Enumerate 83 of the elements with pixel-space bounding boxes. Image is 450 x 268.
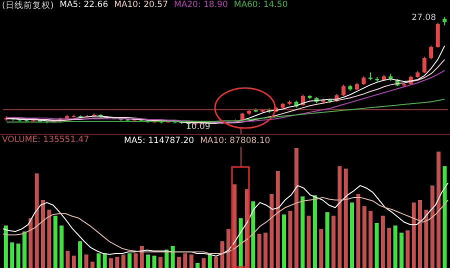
- bar: [78, 241, 82, 268]
- bar: [183, 253, 188, 268]
- candlestick: [341, 84, 346, 96]
- annotation: 27.08: [412, 13, 436, 23]
- bar: [270, 194, 274, 268]
- bar: [158, 256, 162, 268]
- bar: [84, 254, 88, 268]
- bar: [331, 216, 336, 268]
- text: VOLUME: 135551.47: [2, 135, 90, 147]
- bar: [380, 216, 385, 268]
- bar: [10, 242, 14, 268]
- bar: [16, 244, 20, 268]
- bar: [108, 258, 113, 268]
- text: MA10: 87808.10: [200, 136, 270, 148]
- text: MA10: 20.57: [114, 0, 168, 12]
- bar: [170, 246, 175, 268]
- bar: [121, 254, 126, 268]
- bar: [189, 254, 194, 268]
- bar: [362, 206, 366, 268]
- candlestick: [436, 22, 440, 48]
- bar: [134, 253, 138, 268]
- bar: [436, 152, 441, 268]
- bar: [338, 166, 342, 268]
- bar: [442, 166, 447, 268]
- bar: [22, 231, 26, 268]
- text: MA60: 14.50: [234, 0, 288, 12]
- bar: [312, 195, 317, 268]
- bar: [356, 194, 360, 268]
- bar: [393, 225, 398, 268]
- bar: [325, 212, 330, 268]
- bar: [152, 256, 156, 268]
- bar: [115, 256, 120, 268]
- bar: [344, 168, 348, 268]
- bar: [4, 225, 8, 268]
- bar: [53, 216, 58, 268]
- text: MA20: 18.90: [174, 0, 228, 12]
- chart-title: (日线前复权): [2, 0, 54, 13]
- bar: [257, 234, 262, 268]
- text: MA5: 114787.20: [124, 136, 194, 148]
- bar: [276, 170, 280, 268]
- bar: [90, 262, 94, 268]
- candlestick: [422, 56, 426, 74]
- bar: [306, 216, 311, 268]
- bar: [28, 218, 33, 268]
- bar: [399, 232, 404, 268]
- bar: [264, 232, 268, 268]
- bar: [214, 256, 218, 268]
- bar: [102, 253, 107, 268]
- bar: [424, 210, 428, 268]
- bar: [282, 214, 286, 268]
- bar: [350, 202, 354, 268]
- bar: [288, 210, 292, 268]
- bar: [238, 218, 243, 268]
- bar: [66, 250, 70, 268]
- bar: [208, 254, 212, 268]
- bar: [202, 258, 206, 268]
- bar: [300, 196, 305, 268]
- bar: [374, 223, 379, 268]
- bar: [60, 225, 64, 268]
- bar: [96, 253, 101, 268]
- bar: [412, 202, 416, 268]
- bar: [294, 148, 298, 268]
- bar: [146, 254, 150, 268]
- bar: [176, 256, 181, 268]
- bar: [72, 256, 76, 268]
- bar: [41, 200, 46, 268]
- bar: [418, 200, 422, 268]
- bar: [47, 210, 52, 268]
- text: MA5: 22.66: [60, 0, 108, 12]
- bar: [406, 230, 410, 268]
- bar: [319, 229, 324, 268]
- bar: [387, 228, 392, 268]
- bar: [368, 210, 373, 268]
- bar: [128, 253, 132, 268]
- candlestick: [429, 45, 434, 60]
- annotation: 10.09: [186, 122, 210, 132]
- bar: [226, 229, 230, 268]
- bar: [220, 241, 224, 268]
- bar: [34, 173, 39, 268]
- bar: [251, 201, 256, 268]
- bar: [140, 246, 144, 268]
- bar: [430, 186, 434, 268]
- bar: [196, 262, 200, 268]
